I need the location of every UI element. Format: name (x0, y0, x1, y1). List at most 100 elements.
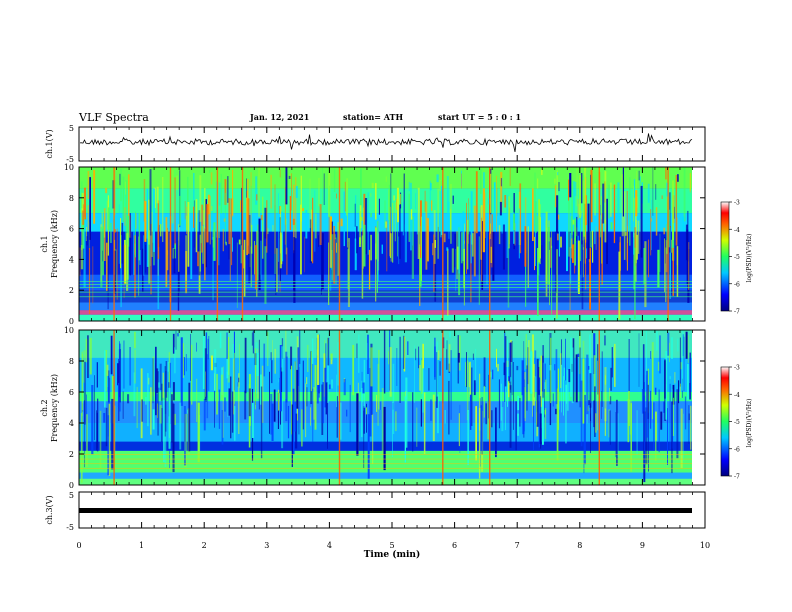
spectrogram-streak (483, 385, 485, 418)
spectrogram-streak (333, 226, 335, 284)
spectrogram-streak (172, 333, 175, 354)
spectrogram-streak (506, 195, 509, 258)
spectrogram-streak (628, 339, 630, 400)
spectrogram-streak (177, 240, 180, 311)
spectrogram-streak (206, 354, 209, 419)
ch1-spec-ytick-label: 0 (69, 317, 74, 326)
spectrogram-streak (222, 366, 224, 438)
spectrogram-streak (459, 404, 461, 453)
spectrogram-streak (464, 223, 465, 244)
spectrogram-spike (338, 167, 341, 321)
spectrogram-streak (329, 185, 330, 218)
spectrogram-streak (143, 179, 146, 222)
spectrogram-streak (416, 189, 419, 235)
ch2-colorbar-label: -5 (734, 419, 740, 426)
spectrogram-streak (352, 345, 355, 396)
spectrogram-streak (650, 209, 652, 256)
spectrogram-streak (450, 350, 452, 420)
spectrogram-streak (629, 177, 631, 246)
spectrogram-streak (405, 377, 408, 448)
spectrogram-streak (139, 250, 141, 265)
spectrogram-streak (484, 192, 486, 238)
spectrogram-streak (118, 204, 120, 264)
spectrogram-streak (644, 395, 646, 465)
spectrogram-streak (238, 373, 240, 434)
spectrogram-streak (449, 331, 451, 338)
spectrogram-streak (335, 237, 337, 285)
spectrogram-streak (193, 200, 195, 248)
spectrogram-streak (440, 185, 443, 235)
spectrogram-streak (554, 185, 557, 208)
spectrogram-streak (500, 178, 502, 187)
spectrogram-streak (270, 174, 272, 209)
spectrogram-streak (532, 188, 534, 241)
spectrogram-streak (240, 200, 242, 213)
spectrogram-streak (349, 384, 351, 433)
spectrogram-streak (144, 201, 147, 242)
spectrogram-streak (647, 183, 650, 203)
spectrogram-streak (472, 233, 474, 257)
spectrogram-streak (295, 186, 298, 198)
spectrogram-streak (640, 185, 643, 258)
spectrogram-streak (164, 366, 166, 437)
spectrogram-streak (285, 351, 288, 422)
spectrogram-streak (588, 366, 590, 370)
spectrogram-band (79, 472, 692, 479)
spectrogram-streak (271, 403, 274, 441)
spectrogram-streak (167, 362, 170, 372)
spectrogram-streak (281, 211, 284, 262)
spectrogram-streak (618, 251, 621, 320)
ch3-waveform-line (79, 508, 692, 513)
spectrogram-streak (399, 193, 402, 205)
spectrogram-streak (141, 399, 143, 422)
spectrogram-streak (648, 401, 649, 472)
spectrogram-streak (496, 175, 497, 232)
ch1-spectrogram-panel: 0 2 4 6 8 10 ch.1 Frequency (kHz) (40, 163, 706, 326)
spectrogram-streak (156, 186, 159, 204)
spectrogram-streak (657, 249, 660, 288)
spectrogram-streak (204, 227, 206, 281)
spectrogram-streak (685, 331, 688, 359)
spectrogram-streak (590, 174, 591, 244)
spectrogram-streak (629, 400, 632, 435)
spectrogram-streak (481, 221, 484, 290)
spectrogram-streak (580, 198, 581, 262)
spectrogram-streak (182, 343, 184, 378)
ch2-colorbar-label: -6 (734, 446, 740, 453)
spectrogram-streak (516, 365, 519, 371)
spectrogram-streak (657, 361, 660, 371)
spectrogram-streak (480, 169, 482, 194)
spectrogram-streak (430, 399, 433, 421)
spectrogram-streak (291, 404, 293, 467)
x-tick-label: 6 (452, 541, 457, 550)
spectrogram-streak (508, 342, 510, 384)
spectrogram-streak (689, 383, 691, 400)
ch1-spec-ytick-label: 8 (69, 194, 74, 203)
spectrogram-streak (83, 227, 86, 288)
spectrogram-streak (587, 203, 590, 260)
spectrogram-streak (419, 365, 421, 391)
spectrogram-spike (113, 330, 115, 485)
spectrogram-streak (157, 243, 159, 250)
spectrogram-streak (111, 398, 114, 470)
spectrogram-streak (204, 188, 206, 229)
spectrogram-spike (442, 330, 444, 485)
spectrogram-streak (579, 175, 581, 218)
spectrogram-streak (275, 249, 277, 295)
spectrogram-streak (232, 237, 233, 252)
spectrogram-streak (116, 228, 118, 300)
spectrogram-streak (652, 351, 653, 420)
spectrogram-streak (688, 413, 690, 421)
spectrogram-streak (527, 226, 529, 289)
spectrogram-streak (211, 204, 213, 240)
spectrogram-streak (683, 336, 685, 391)
spectrogram-streak (191, 344, 193, 405)
spectrogram-band (79, 274, 692, 291)
spectrogram-streak (490, 223, 491, 234)
spectrogram-streak (454, 233, 456, 268)
spectrogram-streak (178, 224, 180, 272)
spectrogram-streak (406, 390, 408, 400)
spectrogram-streak (226, 358, 229, 379)
spectrogram-streak (408, 193, 411, 242)
spectrogram-streak (397, 191, 398, 257)
